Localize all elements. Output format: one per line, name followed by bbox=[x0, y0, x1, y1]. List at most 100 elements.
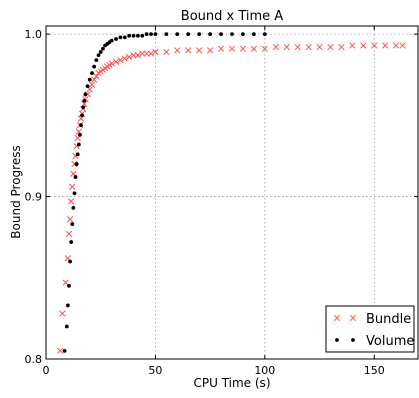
grid bbox=[46, 26, 418, 359]
bundle-point bbox=[206, 47, 214, 54]
x-tick-label: 50 bbox=[148, 364, 162, 377]
bundle-point bbox=[349, 42, 356, 49]
series-volume bbox=[62, 32, 267, 353]
legend-marker-bundle bbox=[349, 314, 357, 322]
volume-point bbox=[241, 32, 245, 37]
bundle-point bbox=[108, 60, 115, 67]
bundle-point bbox=[239, 45, 247, 52]
y-axis-label: Bound Progress bbox=[9, 145, 23, 238]
bundle-point bbox=[250, 45, 258, 52]
bundle-point bbox=[112, 58, 120, 65]
bundle-point bbox=[272, 43, 279, 51]
bundle-point bbox=[371, 42, 378, 49]
volume-point bbox=[74, 162, 79, 166]
volume-point bbox=[92, 64, 97, 69]
bundle-point bbox=[283, 43, 290, 51]
legend: Bundle Volume bbox=[325, 305, 415, 353]
bundle-point bbox=[174, 47, 181, 54]
volume-point bbox=[90, 71, 94, 76]
bundle-point bbox=[125, 53, 133, 61]
volume-point bbox=[72, 191, 77, 196]
volume-point bbox=[96, 53, 101, 58]
volume-point bbox=[62, 348, 67, 353]
volume-point bbox=[71, 206, 76, 210]
bundle-point bbox=[196, 47, 203, 54]
volume-point bbox=[67, 284, 71, 288]
legend-marker-bundle bbox=[333, 314, 341, 322]
volume-point bbox=[109, 38, 114, 43]
volume-point bbox=[186, 32, 191, 37]
volume-point bbox=[68, 259, 72, 264]
legend-marker-volume bbox=[335, 338, 339, 342]
volume-point bbox=[80, 113, 85, 118]
bundle-point bbox=[69, 183, 76, 190]
bundle-point bbox=[305, 43, 312, 51]
volume-point bbox=[219, 32, 223, 37]
volume-point bbox=[262, 32, 267, 37]
volume-point bbox=[65, 303, 70, 308]
volume-point bbox=[94, 58, 99, 63]
bundle-point bbox=[90, 76, 98, 83]
bundle-point bbox=[152, 48, 159, 56]
x-tick-label: 0 bbox=[43, 364, 50, 377]
volume-point bbox=[78, 132, 82, 137]
bundle-point bbox=[163, 48, 170, 56]
legend-box bbox=[325, 305, 415, 353]
axis-ticks: 0 50 100 150 0.8 0.9 1.0 bbox=[25, 26, 418, 377]
volume-point bbox=[164, 32, 169, 37]
bundle-point bbox=[382, 42, 389, 49]
volume-point bbox=[144, 32, 149, 37]
volume-point bbox=[75, 152, 80, 157]
bundle-point bbox=[147, 50, 155, 57]
volume-point bbox=[136, 33, 140, 38]
bundle-point bbox=[68, 198, 75, 205]
volume-point bbox=[69, 240, 74, 244]
bundle-point bbox=[134, 52, 142, 59]
y-tick-label: 1.0 bbox=[25, 28, 43, 41]
legend-label-volume: Volume bbox=[366, 334, 414, 349]
volume-point bbox=[153, 32, 158, 37]
volume-point bbox=[79, 123, 83, 127]
volume-point bbox=[118, 35, 123, 40]
bundle-point bbox=[316, 43, 323, 51]
y-tick-label: 0.8 bbox=[25, 353, 43, 366]
volume-point bbox=[85, 84, 90, 89]
bundle-point bbox=[121, 55, 128, 62]
volume-point bbox=[149, 32, 153, 37]
bundle-point bbox=[261, 45, 268, 52]
bundle-point bbox=[294, 43, 301, 51]
volume-point bbox=[251, 32, 256, 37]
chart-title: Bound x Time A bbox=[181, 9, 284, 24]
legend-label-bundle: Bundle bbox=[366, 312, 411, 327]
volume-point bbox=[76, 142, 81, 147]
volume-point bbox=[73, 175, 78, 179]
volume-point bbox=[140, 33, 145, 38]
volume-point bbox=[70, 222, 75, 227]
bundle-point bbox=[327, 43, 334, 51]
volume-point bbox=[83, 92, 88, 97]
volume-point bbox=[81, 105, 86, 110]
bundle-point bbox=[228, 45, 236, 52]
volume-point bbox=[127, 33, 132, 38]
bundle-point bbox=[117, 56, 124, 64]
volume-point bbox=[131, 33, 136, 38]
x-tick-label: 100 bbox=[254, 364, 275, 377]
series-bundle bbox=[57, 42, 406, 355]
bundle-point bbox=[338, 43, 345, 51]
volume-point bbox=[230, 32, 234, 37]
bundle-point bbox=[88, 81, 96, 88]
volume-point bbox=[208, 32, 213, 37]
bundle-point bbox=[217, 45, 225, 52]
bundle-point bbox=[57, 347, 64, 355]
volume-point bbox=[87, 77, 92, 82]
bundle-point bbox=[399, 42, 406, 49]
bundle-point bbox=[185, 47, 192, 54]
series bbox=[57, 32, 406, 355]
x-axis-label: CPU Time (s) bbox=[193, 376, 270, 390]
bundle-point bbox=[66, 216, 74, 223]
volume-point bbox=[64, 324, 69, 329]
volume-point bbox=[175, 32, 180, 37]
bundle-point bbox=[62, 279, 69, 286]
x-tick-label: 150 bbox=[364, 364, 385, 377]
